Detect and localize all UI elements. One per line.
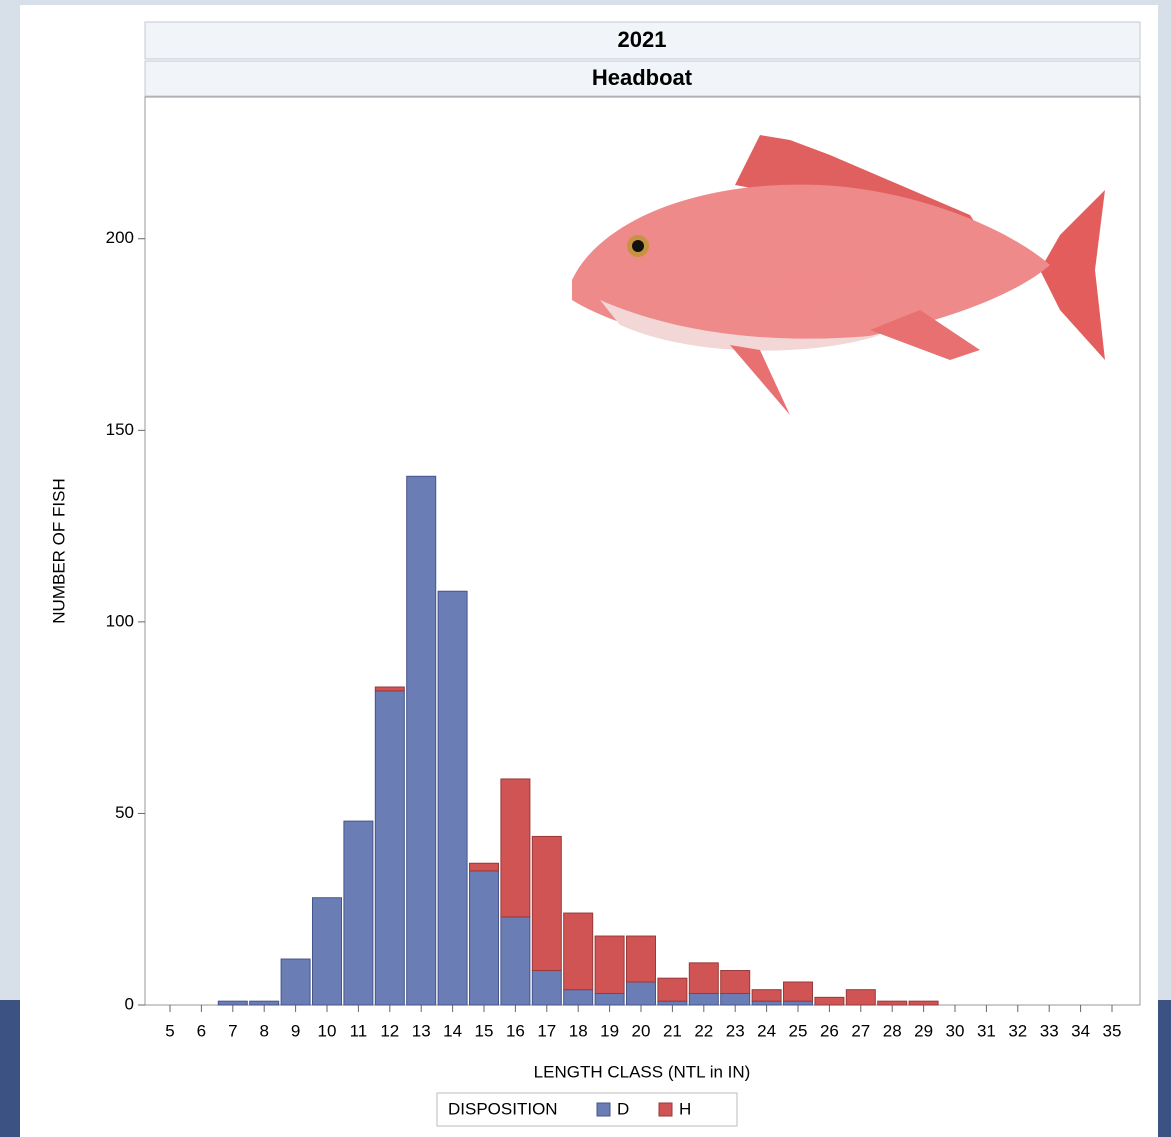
bar-segment xyxy=(406,475,437,1006)
x-tick-label: 35 xyxy=(1103,1021,1122,1040)
x-tick-label: 11 xyxy=(350,1021,368,1040)
x-tick-label: 23 xyxy=(726,1021,745,1040)
bar-segment xyxy=(594,935,625,995)
y-tick-label: 0 xyxy=(125,994,134,1013)
x-tick-label: 20 xyxy=(632,1021,651,1040)
bar-segment xyxy=(594,993,625,1006)
legend-box xyxy=(436,1092,738,1127)
legend-label: H xyxy=(679,1099,691,1118)
x-tick-label: 30 xyxy=(946,1021,965,1040)
bar-segment xyxy=(312,897,342,1006)
bar-segment xyxy=(563,989,594,1006)
x-tick-label: 33 xyxy=(1040,1021,1059,1040)
bar-segment xyxy=(751,1000,782,1006)
x-tick-label: 14 xyxy=(443,1021,462,1040)
x-tick-label: 32 xyxy=(1008,1021,1027,1040)
x-axis-label: LENGTH CLASS (NTL in IN) xyxy=(534,1062,751,1081)
bar-segment xyxy=(657,977,688,1002)
x-tick-label: 29 xyxy=(914,1021,933,1040)
x-tick-label: 34 xyxy=(1071,1021,1090,1040)
corner-decor xyxy=(1158,1000,1171,1137)
bar-segment xyxy=(877,1000,908,1006)
bar-segment xyxy=(374,690,405,1006)
x-tick-label: 9 xyxy=(291,1021,300,1040)
bar-segment xyxy=(845,989,876,1006)
x-tick-label: 12 xyxy=(380,1021,399,1040)
x-tick-label: 17 xyxy=(537,1021,556,1040)
x-tick-label: 27 xyxy=(851,1021,870,1040)
header-box xyxy=(144,60,1141,97)
legend-swatch xyxy=(596,1102,611,1117)
bar-segment xyxy=(217,1000,248,1006)
y-axis-label: NUMBER OF FISH xyxy=(49,478,68,623)
x-tick-label: 18 xyxy=(569,1021,588,1040)
x-tick-label: 7 xyxy=(228,1021,237,1040)
x-tick-label: 28 xyxy=(883,1021,902,1040)
bar-segment xyxy=(720,993,751,1006)
bar-segment xyxy=(720,970,751,995)
bar-segment xyxy=(469,862,499,872)
y-tick-label: 150 xyxy=(106,420,134,439)
header-box xyxy=(144,21,1141,60)
bar-segment xyxy=(374,686,405,692)
y-tick-label: 100 xyxy=(106,611,134,630)
x-tick-label: 6 xyxy=(197,1021,206,1040)
bar-segment xyxy=(343,820,374,1006)
x-tick-label: 24 xyxy=(757,1021,776,1040)
y-tick-label: 50 xyxy=(115,803,134,822)
x-tick-label: 15 xyxy=(475,1021,494,1040)
legend-swatch xyxy=(658,1102,673,1117)
x-tick-label: 26 xyxy=(820,1021,839,1040)
x-tick-label: 16 xyxy=(506,1021,525,1040)
panel-title: 2021 xyxy=(618,27,667,52)
bar-segment xyxy=(657,1000,688,1006)
bar-segment xyxy=(280,958,311,1006)
x-tick-label: 25 xyxy=(789,1021,808,1040)
bar-segment xyxy=(626,935,656,983)
bar-segment xyxy=(437,590,468,1006)
bar-segment xyxy=(688,993,719,1006)
bar-segment xyxy=(563,912,594,991)
bar-segment xyxy=(908,1000,939,1006)
fish-illustration xyxy=(572,135,1105,415)
bar-segment xyxy=(469,870,499,1006)
y-tick-label: 200 xyxy=(106,228,134,247)
bar-segment xyxy=(751,989,782,1002)
bar-segment xyxy=(783,1000,813,1006)
bar-segment xyxy=(688,962,719,995)
bar-segment xyxy=(500,916,531,1006)
x-tick-label: 13 xyxy=(412,1021,431,1040)
bar-segment xyxy=(626,981,656,1006)
legend-title: DISPOSITION xyxy=(448,1099,558,1118)
bar-segment xyxy=(783,981,813,1002)
x-tick-label: 21 xyxy=(663,1021,682,1040)
panel-title: Headboat xyxy=(592,65,693,90)
legend-label: D xyxy=(617,1099,629,1118)
bar-segment xyxy=(249,1000,280,1006)
corner-decor xyxy=(0,1000,22,1137)
x-tick-label: 31 xyxy=(977,1021,996,1040)
x-tick-label: 19 xyxy=(600,1021,619,1040)
x-tick-label: 22 xyxy=(694,1021,713,1040)
bar-segment xyxy=(531,835,562,972)
bar-segment xyxy=(814,996,845,1006)
bar-segment xyxy=(500,778,531,918)
x-tick-label: 10 xyxy=(318,1021,337,1040)
x-tick-label: 5 xyxy=(165,1021,174,1040)
x-tick-label: 8 xyxy=(259,1021,268,1040)
bar-segment xyxy=(531,970,562,1006)
